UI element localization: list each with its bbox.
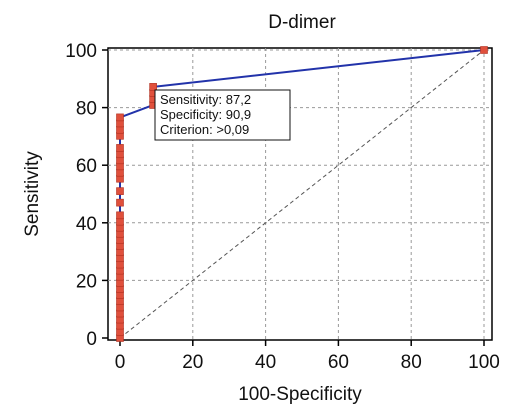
x-tick-label: 100 bbox=[468, 352, 500, 373]
roc-point-marker bbox=[480, 46, 488, 54]
y-tick-label: 60 bbox=[76, 156, 97, 177]
annotation-box bbox=[154, 89, 291, 141]
y-tick-label: 80 bbox=[76, 99, 97, 120]
x-axis: 0 20 40 60 80 100 bbox=[115, 340, 500, 373]
chart-title: D-dimer bbox=[268, 12, 336, 33]
roc-point-marker bbox=[116, 144, 124, 152]
x-tick-label: 40 bbox=[255, 352, 276, 373]
annotation-specificity: Specificity: 90,9 bbox=[160, 107, 251, 122]
roc-point-marker bbox=[116, 187, 124, 195]
criterion-annotation: Sensitivity: 87,2 Specificity: 90,9 Crit… bbox=[154, 89, 291, 141]
y-tick-label: 100 bbox=[65, 41, 97, 62]
roc-point-marker bbox=[116, 125, 124, 134]
y-tick-label: 40 bbox=[76, 214, 97, 235]
roc-point-marker bbox=[116, 260, 124, 269]
x-tick-label: 0 bbox=[115, 352, 126, 373]
y-tick-label: 0 bbox=[86, 329, 97, 350]
roc-point-marker bbox=[116, 236, 124, 244]
y-tick-label: 20 bbox=[76, 271, 97, 292]
x-tick-label: 60 bbox=[328, 352, 349, 373]
annotation-sensitivity: Sensitivity: 87,2 bbox=[160, 92, 251, 107]
x-tick-label: 20 bbox=[182, 352, 203, 373]
y-axis-title: Sensitivity bbox=[22, 151, 43, 237]
roc-point-marker bbox=[116, 303, 124, 312]
reference-diagonal-line bbox=[119, 49, 485, 339]
roc-point-marker bbox=[116, 328, 124, 336]
roc-point-marker bbox=[116, 150, 124, 159]
roc-point-marker bbox=[149, 83, 157, 91]
x-axis-title: 100-Specificity bbox=[238, 384, 362, 405]
roc-point-marker bbox=[116, 217, 124, 226]
roc-point-marker bbox=[116, 279, 124, 287]
roc-point-marker bbox=[116, 198, 124, 207]
y-axis: 0 20 40 60 80 100 bbox=[65, 41, 108, 350]
annotation-criterion: Criterion: >0,09 bbox=[160, 122, 249, 137]
x-tick-label: 80 bbox=[401, 352, 422, 373]
roc-point-marker bbox=[116, 211, 124, 220]
roc-point-marker bbox=[116, 168, 124, 177]
roc-markers bbox=[116, 46, 488, 342]
roc-point-marker bbox=[116, 113, 124, 122]
